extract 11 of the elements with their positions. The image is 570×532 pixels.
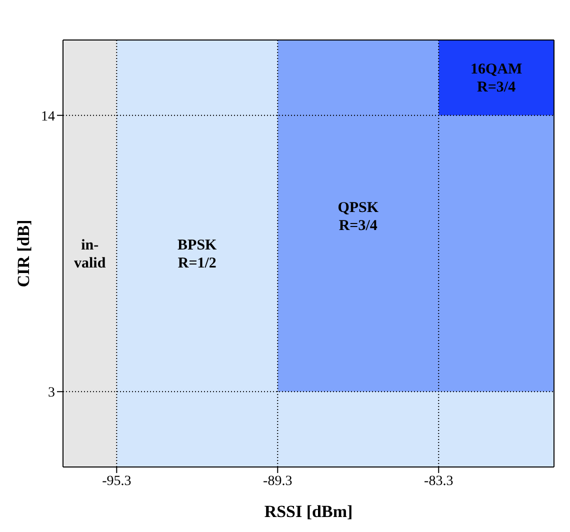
y-axis-title: CIR [dB] [14, 220, 34, 288]
series-label: 16QAM R=3/4 [470, 62, 522, 96]
series-label: QPSK R=3/4 [338, 200, 379, 234]
series-label: BPSK R=1/2 [178, 238, 218, 272]
series-label: in- valid [74, 238, 106, 272]
x-tick-label: -95.3 [102, 474, 132, 489]
x-axis-title: RSSI [dBm] [264, 502, 353, 521]
y-tick-label: 3 [48, 386, 55, 401]
x-tick-label: -83.3 [424, 474, 454, 489]
x-tick-label: -89.3 [263, 474, 292, 489]
y-tick-label: 14 [41, 109, 55, 124]
